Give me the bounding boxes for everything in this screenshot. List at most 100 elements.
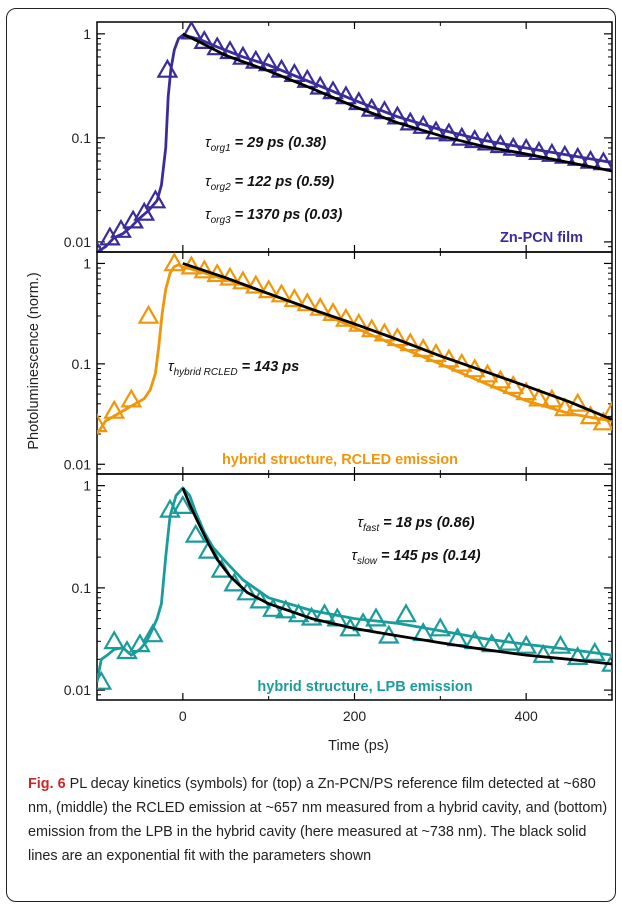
data-marker bbox=[553, 397, 576, 417]
figure-frame bbox=[6, 8, 616, 902]
data-marker bbox=[583, 641, 606, 662]
figure-caption: Fig. 6 PL decay kinetics (symbols) for (… bbox=[28, 772, 608, 868]
panel-top: 1 0.1 0.01 Zn-PCN film τorg1 = 29 ps (0.38) τ… bbox=[64, 21, 613, 253]
data-marker bbox=[541, 142, 563, 162]
data-marker bbox=[528, 140, 550, 160]
panel-data-bottom bbox=[97, 486, 612, 690]
y-tick-label: 0.01 bbox=[64, 456, 91, 472]
data-marker bbox=[515, 137, 538, 157]
data-marker bbox=[110, 218, 132, 238]
fit-line-bottom bbox=[181, 487, 612, 666]
data-marker bbox=[232, 270, 254, 290]
data-marker bbox=[257, 279, 280, 299]
fit-parameter: τorg3 = 1370 ps (0.03) bbox=[205, 206, 342, 226]
data-marker bbox=[592, 411, 612, 431]
data-marker bbox=[515, 634, 538, 654]
fit-parameter: τfast = 18 ps (0.86) bbox=[357, 514, 474, 534]
data-marker bbox=[97, 240, 104, 252]
y-tick-label: 1 bbox=[83, 478, 91, 494]
data-marker bbox=[193, 29, 216, 50]
y-tick-label: 0.01 bbox=[64, 682, 91, 698]
data-marker bbox=[156, 58, 179, 78]
panel-middle: 1 0.1 0.01 hybrid structure, RCLED emission… bbox=[64, 251, 613, 475]
data-marker bbox=[163, 252, 186, 272]
data-marker bbox=[129, 633, 151, 653]
x-axis-label: Time (ps) bbox=[328, 738, 389, 754]
panel-label-bottom: hybrid structure, LPB emission bbox=[257, 679, 472, 695]
fit-parameter: τorg2 = 122 ps (0.59) bbox=[205, 173, 334, 193]
data-marker bbox=[296, 292, 319, 312]
data-marker bbox=[489, 133, 512, 154]
data-marker bbox=[502, 374, 525, 394]
data-marker bbox=[566, 645, 589, 666]
data-marker bbox=[171, 494, 194, 515]
panel-frame-middle bbox=[96, 251, 613, 475]
data-marker bbox=[244, 274, 267, 294]
data-marker bbox=[103, 630, 126, 650]
data-marker bbox=[120, 388, 143, 408]
data-marker bbox=[476, 131, 499, 151]
data-marker bbox=[528, 387, 550, 407]
data-marker bbox=[309, 296, 332, 316]
fit-parameter: τslow = 145 ps (0.14) bbox=[351, 547, 480, 567]
y-tick-label: 0.1 bbox=[72, 356, 92, 372]
y-tick-label: 0.1 bbox=[72, 580, 92, 596]
y-axis-label: Photoluminescence (norm.) bbox=[26, 272, 42, 449]
data-marker bbox=[137, 304, 160, 324]
pl-decay-figure: 1 0.1 0.01 Zn-PCN film τorg1 = 29 ps (0.38) τ… bbox=[26, 21, 613, 754]
data-marker bbox=[601, 400, 612, 421]
panel-label-top: Zn-PCN film bbox=[500, 230, 583, 246]
data-marker bbox=[232, 45, 254, 65]
fit-line-middle bbox=[182, 262, 612, 421]
data-marker bbox=[450, 126, 473, 146]
data-marker bbox=[103, 399, 126, 419]
data-marker bbox=[438, 122, 460, 142]
fit-parameter: τorg1 = 29 ps (0.38) bbox=[205, 134, 326, 154]
data-marker bbox=[579, 405, 602, 425]
data-marker bbox=[184, 523, 207, 543]
data-marker bbox=[360, 97, 383, 117]
data-marker bbox=[236, 581, 259, 601]
data-line-middle bbox=[97, 263, 612, 435]
y-tick-label: 1 bbox=[83, 255, 91, 271]
data-marker bbox=[498, 631, 520, 651]
data-marker bbox=[429, 617, 452, 637]
data-marker bbox=[206, 36, 229, 56]
panel-label-middle: hybrid structure, RCLED emission bbox=[222, 452, 458, 468]
fit-line-top bbox=[182, 32, 612, 173]
data-marker bbox=[515, 381, 538, 401]
data-marker bbox=[141, 623, 164, 643]
data-marker bbox=[97, 670, 113, 690]
panel-bottom: 1 0.1 0.01 hybrid structure, LPB emission τf… bbox=[64, 473, 613, 701]
data-marker bbox=[412, 114, 435, 134]
data-marker bbox=[322, 301, 344, 321]
data-marker bbox=[425, 120, 447, 140]
data-marker bbox=[502, 136, 525, 156]
data-marker bbox=[249, 589, 271, 609]
data-marker bbox=[365, 607, 387, 627]
data-marker bbox=[395, 603, 417, 623]
data-marker bbox=[532, 643, 555, 663]
data-line-top bbox=[97, 33, 612, 252]
data-marker bbox=[549, 634, 572, 654]
y-tick-label: 0.01 bbox=[64, 234, 91, 250]
y-tick-label: 0.1 bbox=[72, 130, 92, 146]
fit-parameter: τhybrid RCLED = 143 ps bbox=[168, 358, 299, 378]
x-tick-label: 200 bbox=[343, 708, 367, 724]
x-tick-label: 0 bbox=[179, 708, 187, 724]
x-tick-label: 400 bbox=[514, 708, 538, 724]
data-marker bbox=[223, 572, 246, 592]
data-marker bbox=[463, 128, 486, 149]
data-marker bbox=[270, 283, 293, 303]
data-line-bottom bbox=[97, 486, 612, 683]
data-marker bbox=[283, 287, 306, 308]
data-marker bbox=[133, 201, 156, 221]
caption-text: PL decay kinetics (symbols) for (top) a … bbox=[28, 776, 608, 864]
data-marker bbox=[399, 111, 422, 131]
caption-figure-label: Fig. 6 bbox=[28, 776, 66, 792]
data-marker bbox=[309, 75, 332, 95]
data-marker bbox=[97, 413, 108, 433]
panel-data-middle bbox=[97, 252, 612, 435]
y-tick-label: 1 bbox=[83, 26, 91, 42]
data-marker bbox=[144, 189, 167, 209]
